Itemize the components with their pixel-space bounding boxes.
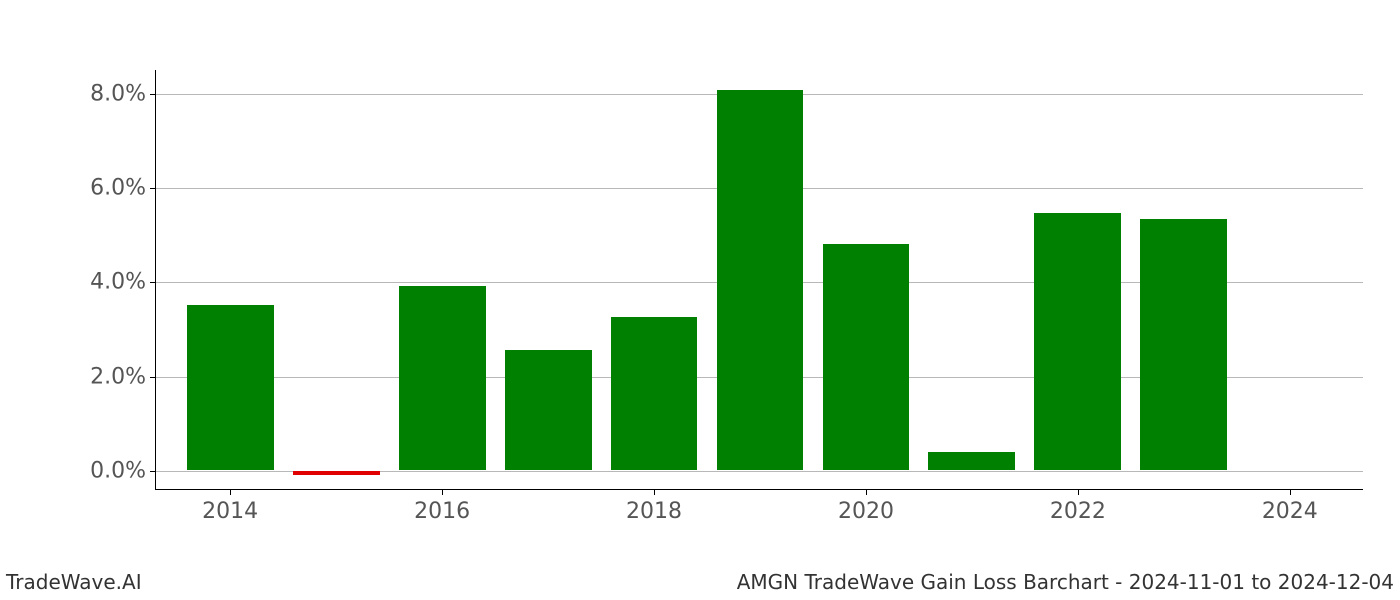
y-tick-label: 6.0%	[90, 175, 156, 200]
bar	[823, 244, 910, 471]
y-tick-label: 0.0%	[90, 459, 156, 484]
bar	[1034, 213, 1121, 470]
footer-caption: AMGN TradeWave Gain Loss Barchart - 2024…	[737, 570, 1394, 594]
footer-brand: TradeWave.AI	[6, 570, 142, 594]
y-tick-label: 8.0%	[90, 81, 156, 106]
y-tick-label: 4.0%	[90, 270, 156, 295]
x-tick-label: 2024	[1262, 489, 1318, 524]
bar	[717, 90, 804, 470]
bar	[293, 471, 380, 475]
x-tick-label: 2020	[838, 489, 894, 524]
x-tick-label: 2016	[414, 489, 470, 524]
x-tick-label: 2018	[626, 489, 682, 524]
bar	[187, 305, 274, 470]
y-tick-label: 2.0%	[90, 364, 156, 389]
gain-loss-barchart: 0.0% 2.0% 4.0% 6.0% 8.0% 2014 2016 2018 2020 2022…	[0, 0, 1400, 600]
bar	[928, 452, 1015, 470]
x-tick-label: 2022	[1050, 489, 1106, 524]
plot-area: 0.0%2.0%4.0%6.0%8.0%20142016201820202022…	[155, 70, 1363, 490]
bar	[505, 350, 592, 470]
bar	[399, 286, 486, 470]
bar	[611, 317, 698, 470]
x-tick-label: 2014	[202, 489, 258, 524]
bar	[1140, 219, 1227, 470]
